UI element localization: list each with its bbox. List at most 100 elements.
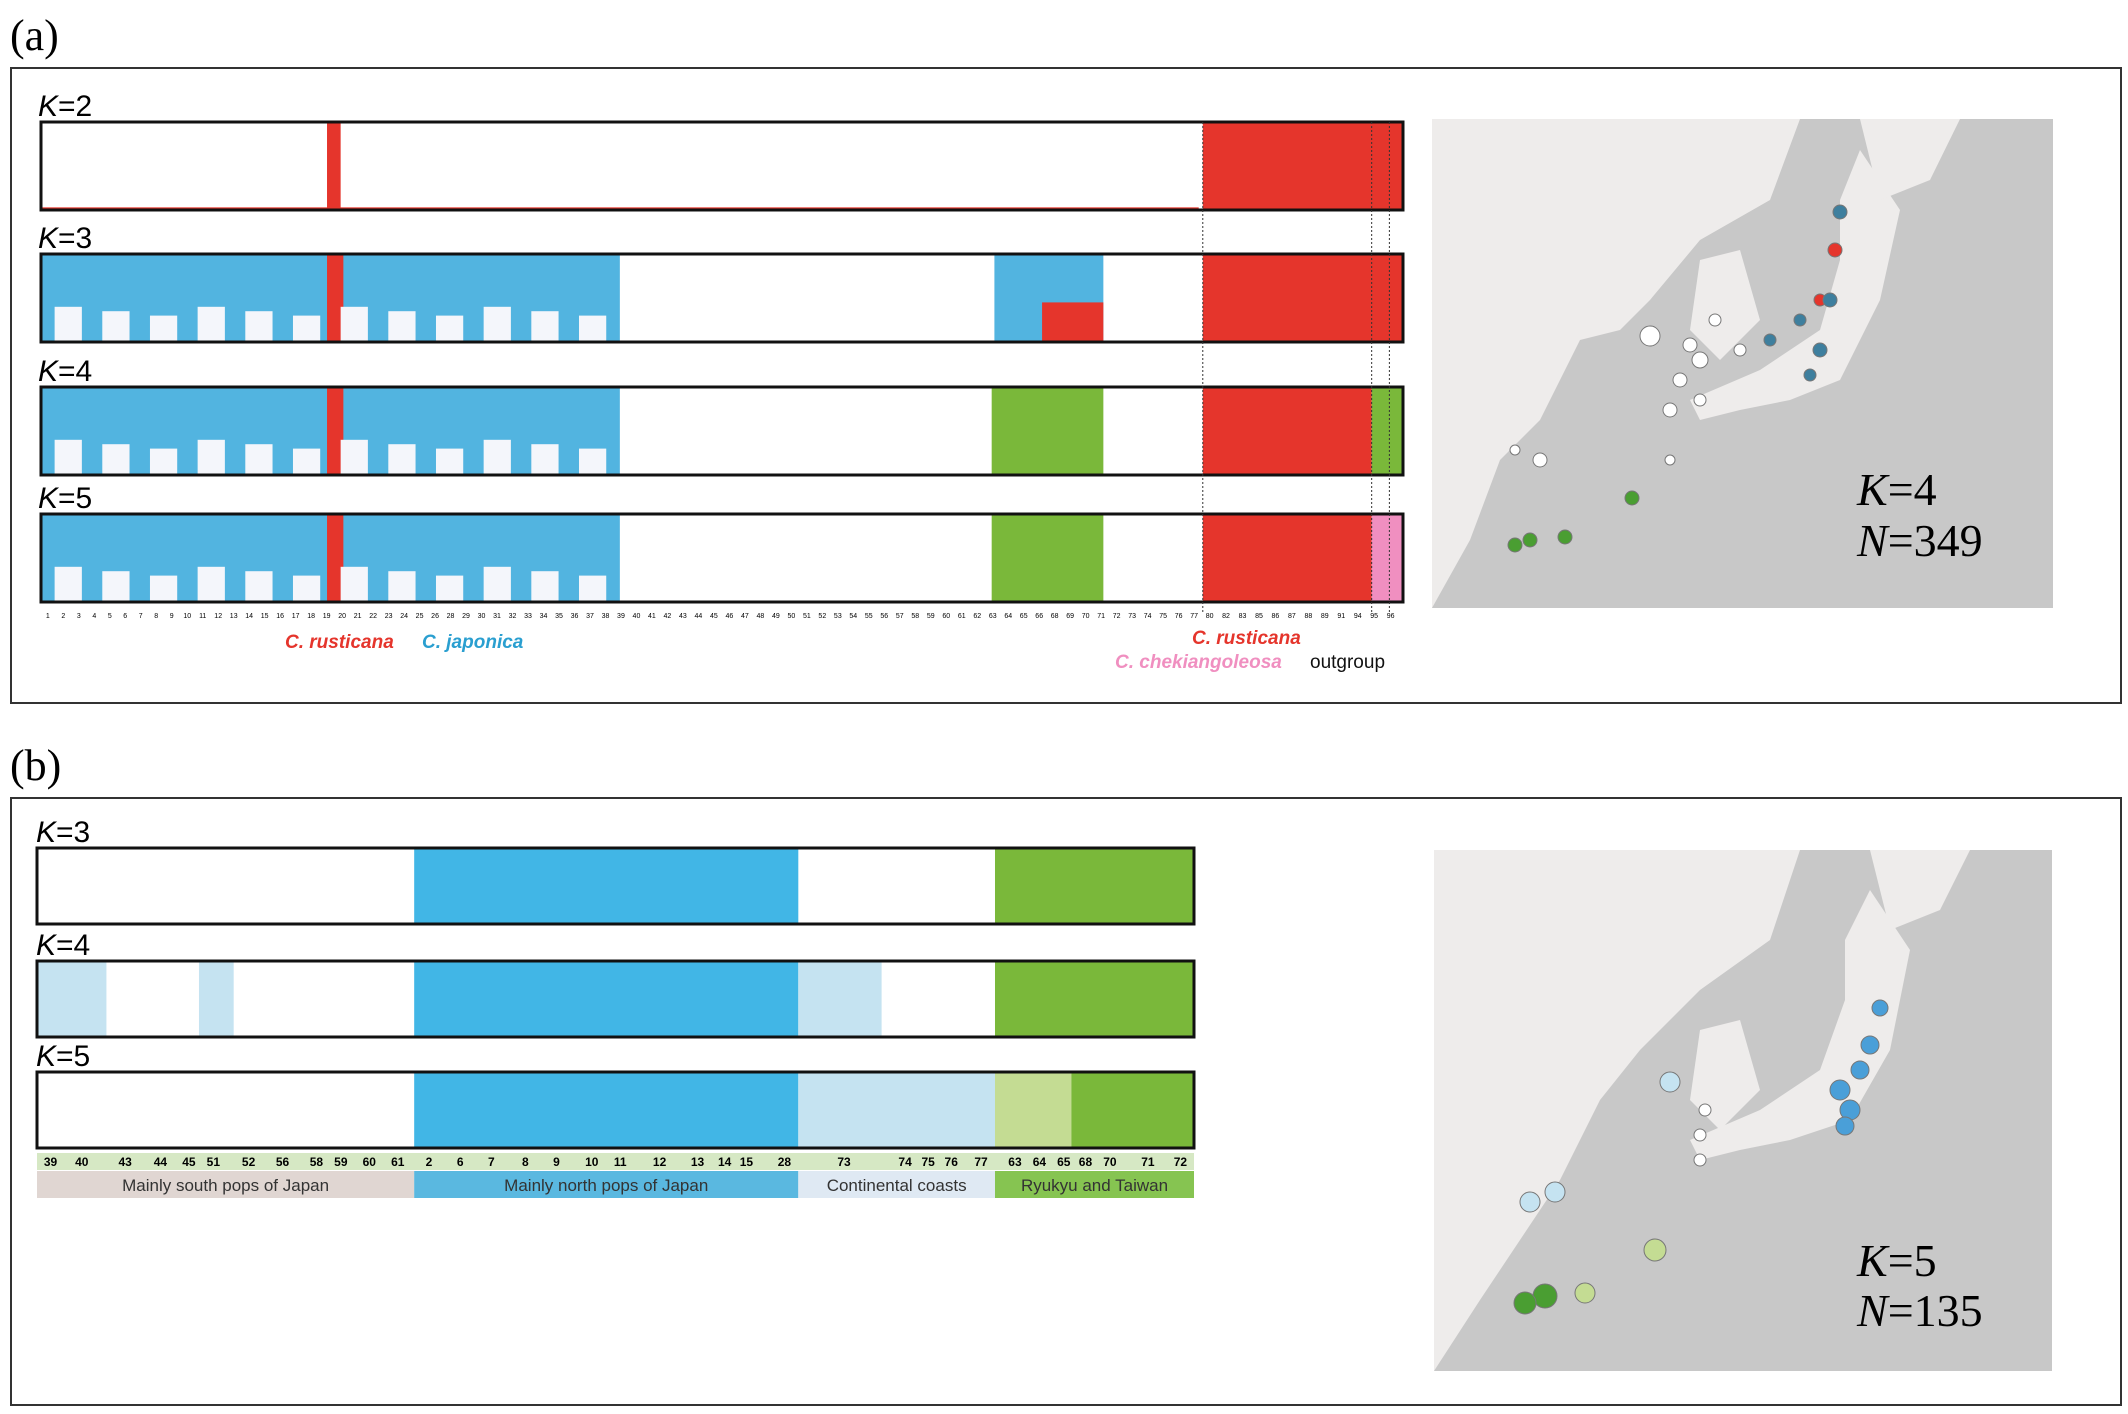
admixture-gap	[245, 444, 273, 475]
pop-label: 1	[46, 613, 50, 620]
k-eq: =4	[56, 929, 90, 962]
admixture-gap	[102, 311, 130, 342]
pop-label: 75	[921, 1155, 935, 1169]
pop-label: 70	[1103, 1155, 1117, 1169]
pop-label: 41	[648, 613, 656, 620]
pop-label: 62	[973, 613, 981, 620]
k-label: K=5	[38, 482, 92, 515]
admixture-gap	[102, 444, 130, 475]
admixture-gap	[102, 571, 130, 602]
pop-label: 71	[1141, 1155, 1155, 1169]
pop-label: 51	[803, 613, 811, 620]
pop-label: 80	[1206, 613, 1214, 620]
admixture-gap	[483, 566, 511, 602]
k-label: K=4	[36, 929, 90, 962]
map-point	[1693, 393, 1707, 407]
admixture-gap	[388, 311, 416, 342]
pop-label: 72	[1174, 1155, 1188, 1169]
map-point	[1532, 1283, 1558, 1309]
map-point	[1662, 402, 1678, 418]
pop-label: 6	[123, 613, 127, 620]
map-point	[1643, 1238, 1667, 1262]
k-label: K=3	[38, 222, 92, 255]
admixture-gap	[531, 444, 559, 475]
ancestry-block	[37, 961, 107, 1037]
pop-label: 45	[710, 613, 718, 620]
pop-label: 74	[1144, 613, 1152, 620]
pop-label: 4	[92, 613, 96, 620]
group-band	[798, 1171, 995, 1198]
admixture-gap	[197, 306, 225, 342]
pop-label: 25	[416, 613, 424, 620]
pop-label: 37	[586, 613, 594, 620]
pop-label: 54	[849, 613, 857, 620]
k-var: K	[36, 929, 58, 962]
pop-label: 24	[400, 613, 408, 620]
map-point	[1832, 204, 1848, 220]
n-var: N	[1856, 1285, 1890, 1336]
admixture-gap	[340, 439, 368, 475]
pop-label: 42	[664, 613, 672, 620]
pop-label: 60	[363, 1155, 377, 1169]
k-var: K	[38, 355, 60, 388]
pop-label: 55	[865, 613, 873, 620]
pop-label: 46	[725, 613, 733, 620]
row-frame	[39, 512, 1405, 604]
ancestry-block	[798, 961, 882, 1037]
row-frame	[39, 252, 1405, 344]
pop-label: 75	[1159, 613, 1167, 620]
ancestry-block	[1042, 302, 1104, 342]
ancestry-block	[991, 387, 1104, 475]
map-point	[1803, 368, 1817, 382]
map-point	[1574, 1282, 1596, 1304]
pop-label: 66	[1035, 613, 1043, 620]
k-label: K=3	[36, 816, 90, 849]
ancestry-block	[994, 961, 1194, 1037]
pop-label: 77	[1190, 613, 1198, 620]
pop-label: 91	[1337, 613, 1345, 620]
pop-label: 56	[276, 1155, 290, 1169]
admixture-gap	[54, 439, 82, 475]
pop-label: 44	[695, 613, 703, 620]
map-point	[1557, 529, 1573, 545]
k-label: K=4	[38, 355, 92, 388]
map-point	[1850, 1060, 1870, 1080]
map-point	[1693, 1153, 1707, 1167]
k-eq: =3	[58, 222, 92, 255]
admixture-gap	[197, 439, 225, 475]
pop-label: 83	[1239, 613, 1247, 620]
pop-label: 14	[718, 1155, 732, 1169]
pop-label: 20	[338, 613, 346, 620]
group-band	[994, 1171, 1194, 1198]
pop-label: 63	[989, 613, 997, 620]
ancestry-block	[991, 514, 1104, 602]
pop-label: 53	[834, 613, 842, 620]
admixture-gap	[578, 315, 607, 342]
map-point	[1519, 1191, 1541, 1213]
pop-label: 82	[1222, 613, 1230, 620]
admixture-gap	[340, 566, 368, 602]
admixture-gap	[435, 448, 464, 475]
map-point	[1812, 342, 1828, 358]
map-point	[1639, 325, 1661, 347]
n-var: N	[1856, 515, 1890, 566]
pop-label: 9	[170, 613, 174, 620]
map-point	[1659, 1071, 1681, 1093]
ancestry-block	[414, 848, 799, 924]
pop-label: 65	[1020, 613, 1028, 620]
pop-label: 34	[540, 613, 548, 620]
row-frame	[39, 385, 1405, 477]
pop-label: 22	[369, 613, 377, 620]
ancestry-block	[994, 848, 1194, 924]
panel-b-frame	[10, 797, 2122, 1406]
species-label: C. rusticana	[1192, 628, 1301, 649]
k-eq: =4	[58, 355, 92, 388]
map-point	[1509, 444, 1521, 456]
ancestry-block	[1202, 122, 1403, 210]
pop-label: 44	[154, 1155, 168, 1169]
pop-label: 2	[61, 613, 65, 620]
pop-label: 86	[1272, 613, 1280, 620]
pop-label: 16	[276, 613, 284, 620]
k-var: K	[38, 482, 60, 515]
pop-label: 43	[118, 1155, 132, 1169]
